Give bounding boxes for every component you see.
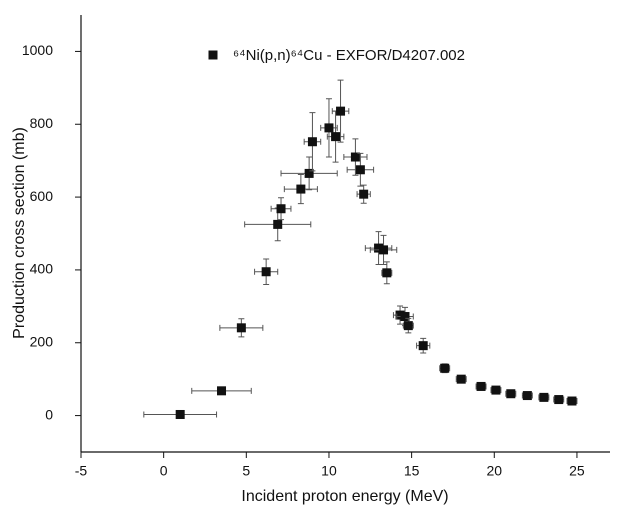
point (350, 152, 360, 162)
point (304, 168, 314, 178)
y-tick-label: 400 (30, 261, 54, 277)
point (382, 268, 392, 278)
point (506, 389, 516, 399)
point (395, 310, 405, 320)
point (296, 184, 306, 194)
point (261, 267, 271, 277)
point (175, 409, 185, 419)
point (324, 123, 334, 133)
point (236, 323, 246, 333)
point (379, 245, 389, 255)
x-tick-label: 15 (404, 463, 420, 479)
point (491, 385, 501, 395)
point (374, 243, 384, 253)
y-tick-label: 600 (30, 188, 54, 204)
x-tick-label: 5 (242, 463, 250, 479)
y-tick-label: 1000 (22, 42, 53, 58)
point (418, 341, 428, 351)
x-tick-label: 20 (486, 463, 502, 479)
point (456, 374, 466, 384)
legend-marker (208, 50, 218, 60)
x-tick-label: -5 (75, 463, 88, 479)
point (307, 137, 317, 147)
point (403, 321, 413, 331)
point (522, 391, 532, 401)
point (539, 392, 549, 402)
x-tick-label: 25 (569, 463, 585, 479)
point (567, 396, 577, 406)
y-tick-label: 0 (45, 406, 53, 422)
point (440, 363, 450, 373)
point (355, 165, 365, 175)
y-tick-label: 800 (30, 115, 54, 131)
point (217, 386, 227, 396)
point (331, 132, 341, 142)
point (359, 189, 369, 199)
point (400, 312, 410, 322)
point (554, 395, 564, 405)
y-tick-label: 200 (30, 333, 54, 349)
x-axis-label: Incident proton energy (MeV) (241, 488, 448, 505)
point (336, 106, 346, 116)
x-tick-label: 0 (160, 463, 168, 479)
x-tick-label: 10 (321, 463, 337, 479)
point (276, 204, 286, 214)
point (273, 219, 283, 229)
legend-label: ⁶⁴Ni(p,n)⁶⁴Cu - EXFOR/D4207.002 (233, 47, 465, 64)
y-axis-label: Production cross section (mb) (11, 127, 28, 339)
point (476, 381, 486, 391)
